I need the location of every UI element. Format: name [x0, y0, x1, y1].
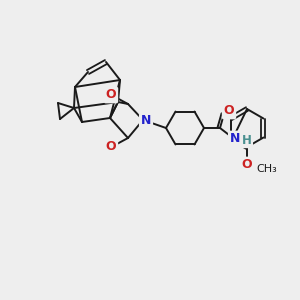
- Text: O: O: [224, 104, 234, 118]
- Text: O: O: [106, 140, 116, 154]
- Text: O: O: [106, 88, 116, 101]
- Text: H: H: [242, 134, 252, 147]
- Text: CH₃: CH₃: [256, 164, 277, 174]
- Text: N: N: [141, 113, 151, 127]
- Text: N: N: [230, 133, 240, 146]
- Text: O: O: [242, 158, 252, 172]
